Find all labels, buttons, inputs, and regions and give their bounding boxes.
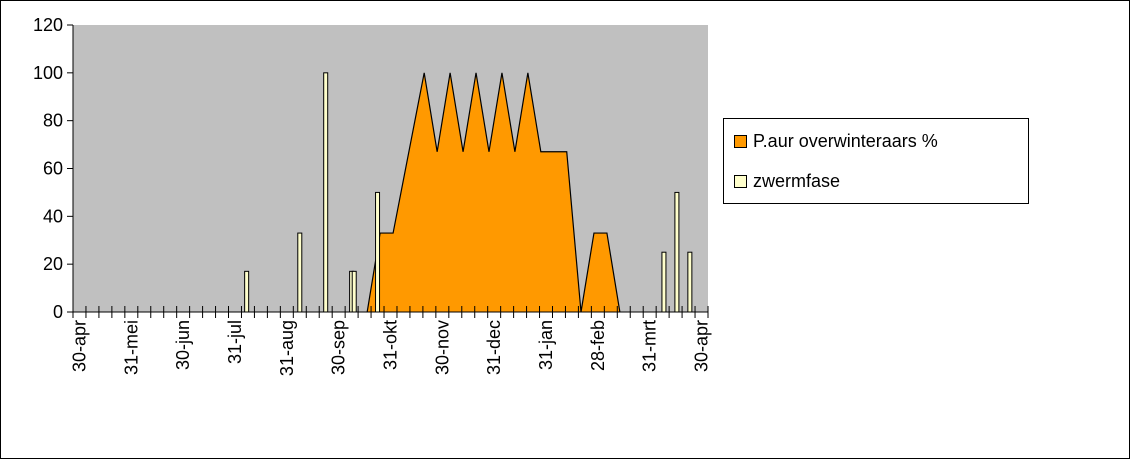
y-tick-label-1: 20 xyxy=(43,254,63,274)
y-tick-label-5: 100 xyxy=(33,63,63,83)
area-outline xyxy=(366,72,621,313)
area-series xyxy=(366,72,621,313)
x-tick-label-2: 30-jun xyxy=(173,320,193,370)
x-tick-label-4: 31-aug xyxy=(277,320,297,376)
x-tick-label-5: 30-sep xyxy=(329,320,349,375)
bar-2 xyxy=(323,72,329,313)
x-tick-label-9: 31-jan xyxy=(536,320,556,370)
y-tick-label-6: 120 xyxy=(33,15,63,35)
legend-entry-area: P.aur overwinteraars % xyxy=(734,131,938,152)
bar-1 xyxy=(297,232,303,313)
legend-swatch-bar xyxy=(734,175,747,188)
x-tick-label-0: 30-apr xyxy=(69,320,89,372)
x-tick-label-7: 30-nov xyxy=(432,320,452,375)
legend-label-bar: zwermfase xyxy=(753,171,841,191)
legend-label-area: P.aur overwinteraars % xyxy=(753,131,938,151)
legend-entry-bar: zwermfase xyxy=(734,171,840,192)
x-tick-label-1: 31-mei xyxy=(121,320,141,375)
bar-8 xyxy=(687,251,693,313)
legend-swatch-area xyxy=(734,135,747,148)
x-tick-label-8: 31-dec xyxy=(484,320,504,375)
legend: P.aur overwinteraars % zwermfase xyxy=(723,118,1029,204)
bar-0 xyxy=(244,270,250,313)
bar-4 xyxy=(351,270,357,313)
x-tick-label-11: 31-mrt xyxy=(640,320,660,372)
bar-7 xyxy=(674,191,680,313)
y-tick-label-3: 60 xyxy=(43,159,63,179)
y-tick-label-2: 40 xyxy=(43,206,63,226)
bar-5 xyxy=(375,191,381,313)
y-tick-label-0: 0 xyxy=(53,302,63,322)
x-tick-label-12: 30-apr xyxy=(692,320,712,372)
axes: 0 20 40 60 80 100 120 30-apr 31-mei 30-jun 31-jul 3… xyxy=(33,15,712,376)
x-tick-label-10: 28-feb xyxy=(588,320,608,371)
area-fill xyxy=(367,72,620,312)
x-tick-label-6: 31-okt xyxy=(381,320,401,370)
y-tick-label-4: 80 xyxy=(43,111,63,131)
x-tick-label-3: 31-jul xyxy=(225,320,245,364)
bar-6 xyxy=(661,251,667,313)
